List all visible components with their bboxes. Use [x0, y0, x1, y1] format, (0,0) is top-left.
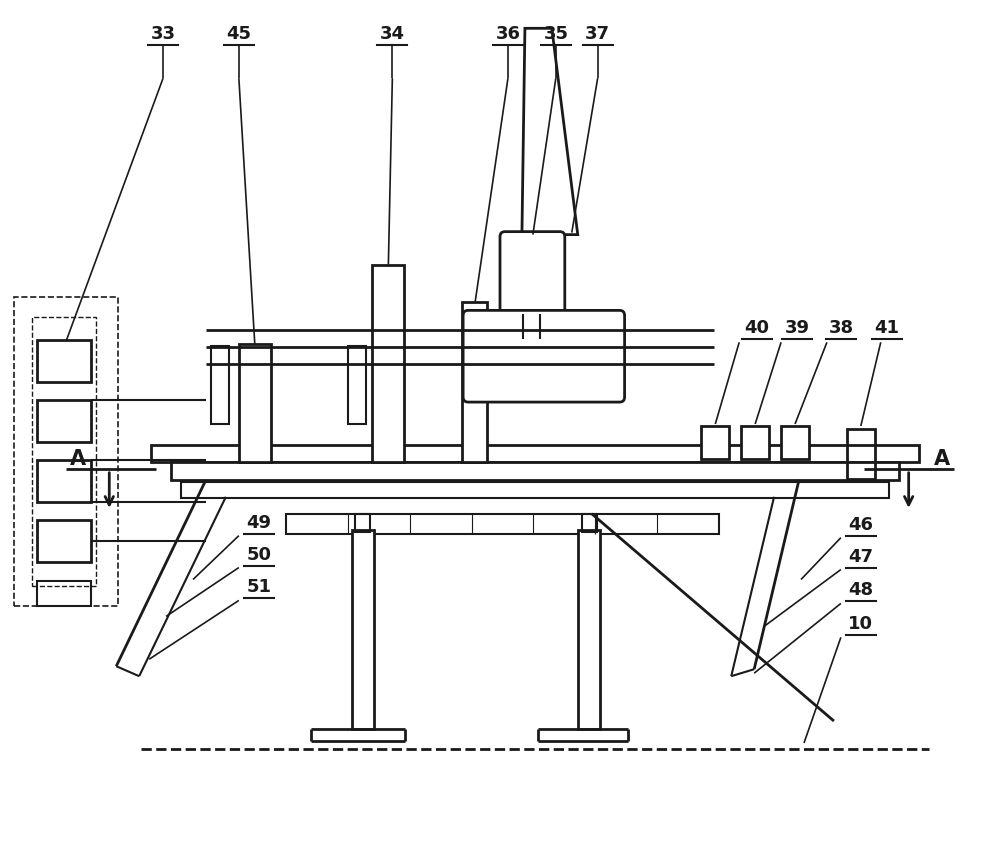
Text: A: A — [69, 449, 86, 469]
Text: 35: 35 — [543, 26, 568, 43]
Text: 39: 39 — [785, 320, 810, 337]
Text: 41: 41 — [874, 320, 899, 337]
Bar — [582, 514, 597, 532]
Bar — [462, 302, 487, 462]
Bar — [355, 514, 370, 532]
Text: 47: 47 — [848, 548, 873, 566]
Bar — [211, 346, 229, 424]
Text: 38: 38 — [828, 320, 853, 337]
Text: 37: 37 — [585, 26, 610, 43]
FancyBboxPatch shape — [500, 232, 565, 320]
Text: 34: 34 — [380, 26, 405, 43]
Bar — [348, 346, 366, 424]
Bar — [37, 520, 91, 561]
FancyBboxPatch shape — [463, 310, 625, 402]
Text: 36: 36 — [495, 26, 520, 43]
Text: 46: 46 — [848, 515, 873, 533]
Bar — [781, 426, 809, 459]
Bar — [847, 429, 875, 479]
Bar — [37, 340, 91, 383]
Text: 49: 49 — [246, 514, 271, 532]
Bar — [32, 317, 96, 586]
Text: 33: 33 — [151, 26, 176, 43]
Bar — [14, 297, 118, 607]
Text: 51: 51 — [246, 579, 271, 596]
Bar — [741, 426, 769, 459]
Text: A: A — [934, 449, 950, 469]
Bar — [37, 460, 91, 502]
Bar — [37, 582, 91, 607]
Bar — [181, 482, 889, 498]
Bar — [523, 314, 540, 339]
Text: 45: 45 — [226, 26, 251, 43]
Bar — [151, 445, 919, 462]
Bar — [701, 426, 729, 459]
Text: 48: 48 — [848, 581, 873, 600]
Text: 40: 40 — [745, 320, 770, 337]
Polygon shape — [522, 28, 578, 234]
Bar — [239, 344, 271, 462]
Bar — [578, 530, 600, 729]
Bar — [372, 264, 404, 462]
Bar — [286, 514, 719, 533]
Text: 10: 10 — [848, 615, 873, 633]
Bar — [171, 462, 899, 480]
Text: 50: 50 — [246, 545, 271, 563]
Bar — [352, 530, 374, 729]
Bar — [37, 400, 91, 442]
